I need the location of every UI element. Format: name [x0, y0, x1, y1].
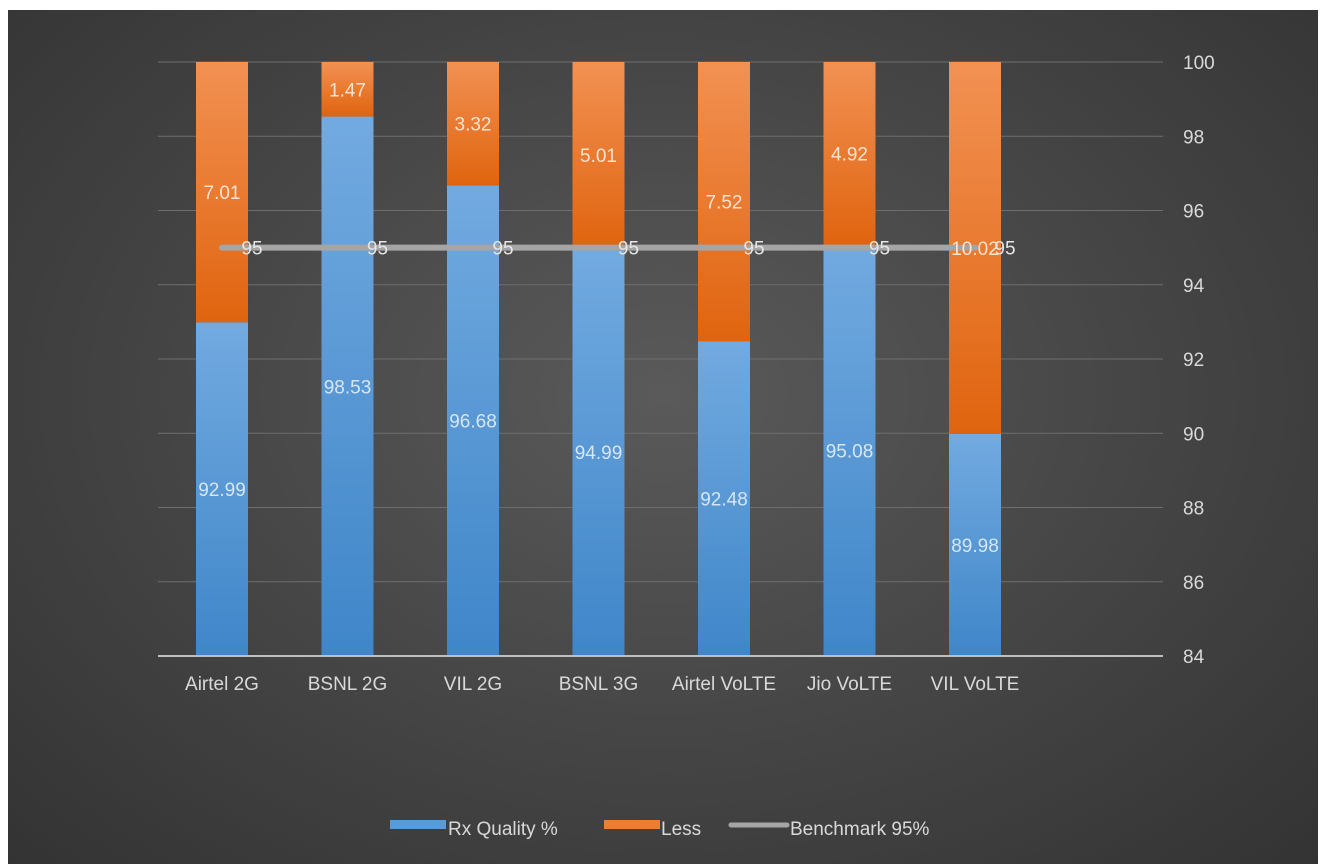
- legend-label-less: Less: [661, 819, 701, 840]
- y-tick-label: 100: [1183, 53, 1215, 74]
- data-label-rx-quality: 94.99: [575, 443, 623, 464]
- data-label-benchmark: 95: [743, 239, 764, 260]
- data-label-rx-quality: 92.99: [198, 480, 246, 501]
- data-label-rx-quality: 95.08: [826, 441, 874, 462]
- data-label-benchmark: 95: [492, 239, 513, 260]
- legend: Rx Quality % Less Benchmark 95%: [390, 819, 930, 840]
- x-tick-label: BSNL 2G: [308, 674, 388, 695]
- data-label-rx-quality: 89.98: [951, 536, 999, 557]
- y-tick-label: 94: [1183, 276, 1205, 297]
- y-tick-label: 88: [1183, 499, 1204, 520]
- legend-swatch-less: [604, 820, 660, 829]
- x-tick-label: BSNL 3G: [559, 674, 639, 695]
- data-label-benchmark: 95: [869, 239, 890, 260]
- x-tick-label: Airtel 2G: [185, 674, 259, 695]
- y-tick-label: 84: [1183, 647, 1205, 668]
- x-tick-label: VIL VoLTE: [931, 674, 1020, 695]
- data-label-less: 1.47: [329, 80, 366, 101]
- data-label-benchmark: 95: [367, 239, 388, 260]
- data-label-less: 4.92: [831, 144, 868, 165]
- data-label-less: 7.01: [204, 183, 241, 204]
- data-label-rx-quality: 92.48: [700, 490, 748, 511]
- x-tick-label: VIL 2G: [444, 674, 502, 695]
- x-tick-label: Airtel VoLTE: [672, 674, 776, 695]
- x-tick-label: Jio VoLTE: [807, 674, 892, 695]
- y-tick-label: 86: [1183, 573, 1204, 594]
- y-tick-label: 96: [1183, 202, 1204, 223]
- data-label-less: 7.52: [706, 193, 743, 214]
- legend-swatch-rx-quality: [390, 820, 446, 829]
- stacked-bar-chart: 92.99 7.01 95 98.53 1.47 95 96.68 3.32 95 94.99 5.…: [8, 10, 1318, 864]
- gridlines: [158, 62, 1163, 582]
- data-label-less: 10.02: [951, 239, 999, 260]
- legend-label-benchmark: Benchmark 95%: [790, 819, 930, 840]
- data-label-rx-quality: 96.68: [449, 412, 497, 433]
- legend-label-rx-quality: Rx Quality %: [448, 819, 558, 840]
- y-tick-label: 92: [1183, 350, 1204, 371]
- data-label-less: 5.01: [580, 146, 617, 167]
- chart-area: 92.99 7.01 95 98.53 1.47 95 96.68 3.32 95 94.99 5.…: [8, 10, 1318, 864]
- y-tick-label: 90: [1183, 424, 1204, 445]
- y-tick-label: 98: [1183, 127, 1204, 148]
- data-label-less: 3.32: [455, 115, 492, 136]
- data-label-benchmark: 95: [994, 239, 1015, 260]
- axes: 84 86 88 90 92 94 96 98 100 Airtel 2G BSNL 2G VIL 2…: [158, 53, 1215, 695]
- data-label-benchmark: 95: [618, 239, 639, 260]
- data-label-benchmark: 95: [241, 239, 262, 260]
- data-label-rx-quality: 98.53: [324, 377, 372, 398]
